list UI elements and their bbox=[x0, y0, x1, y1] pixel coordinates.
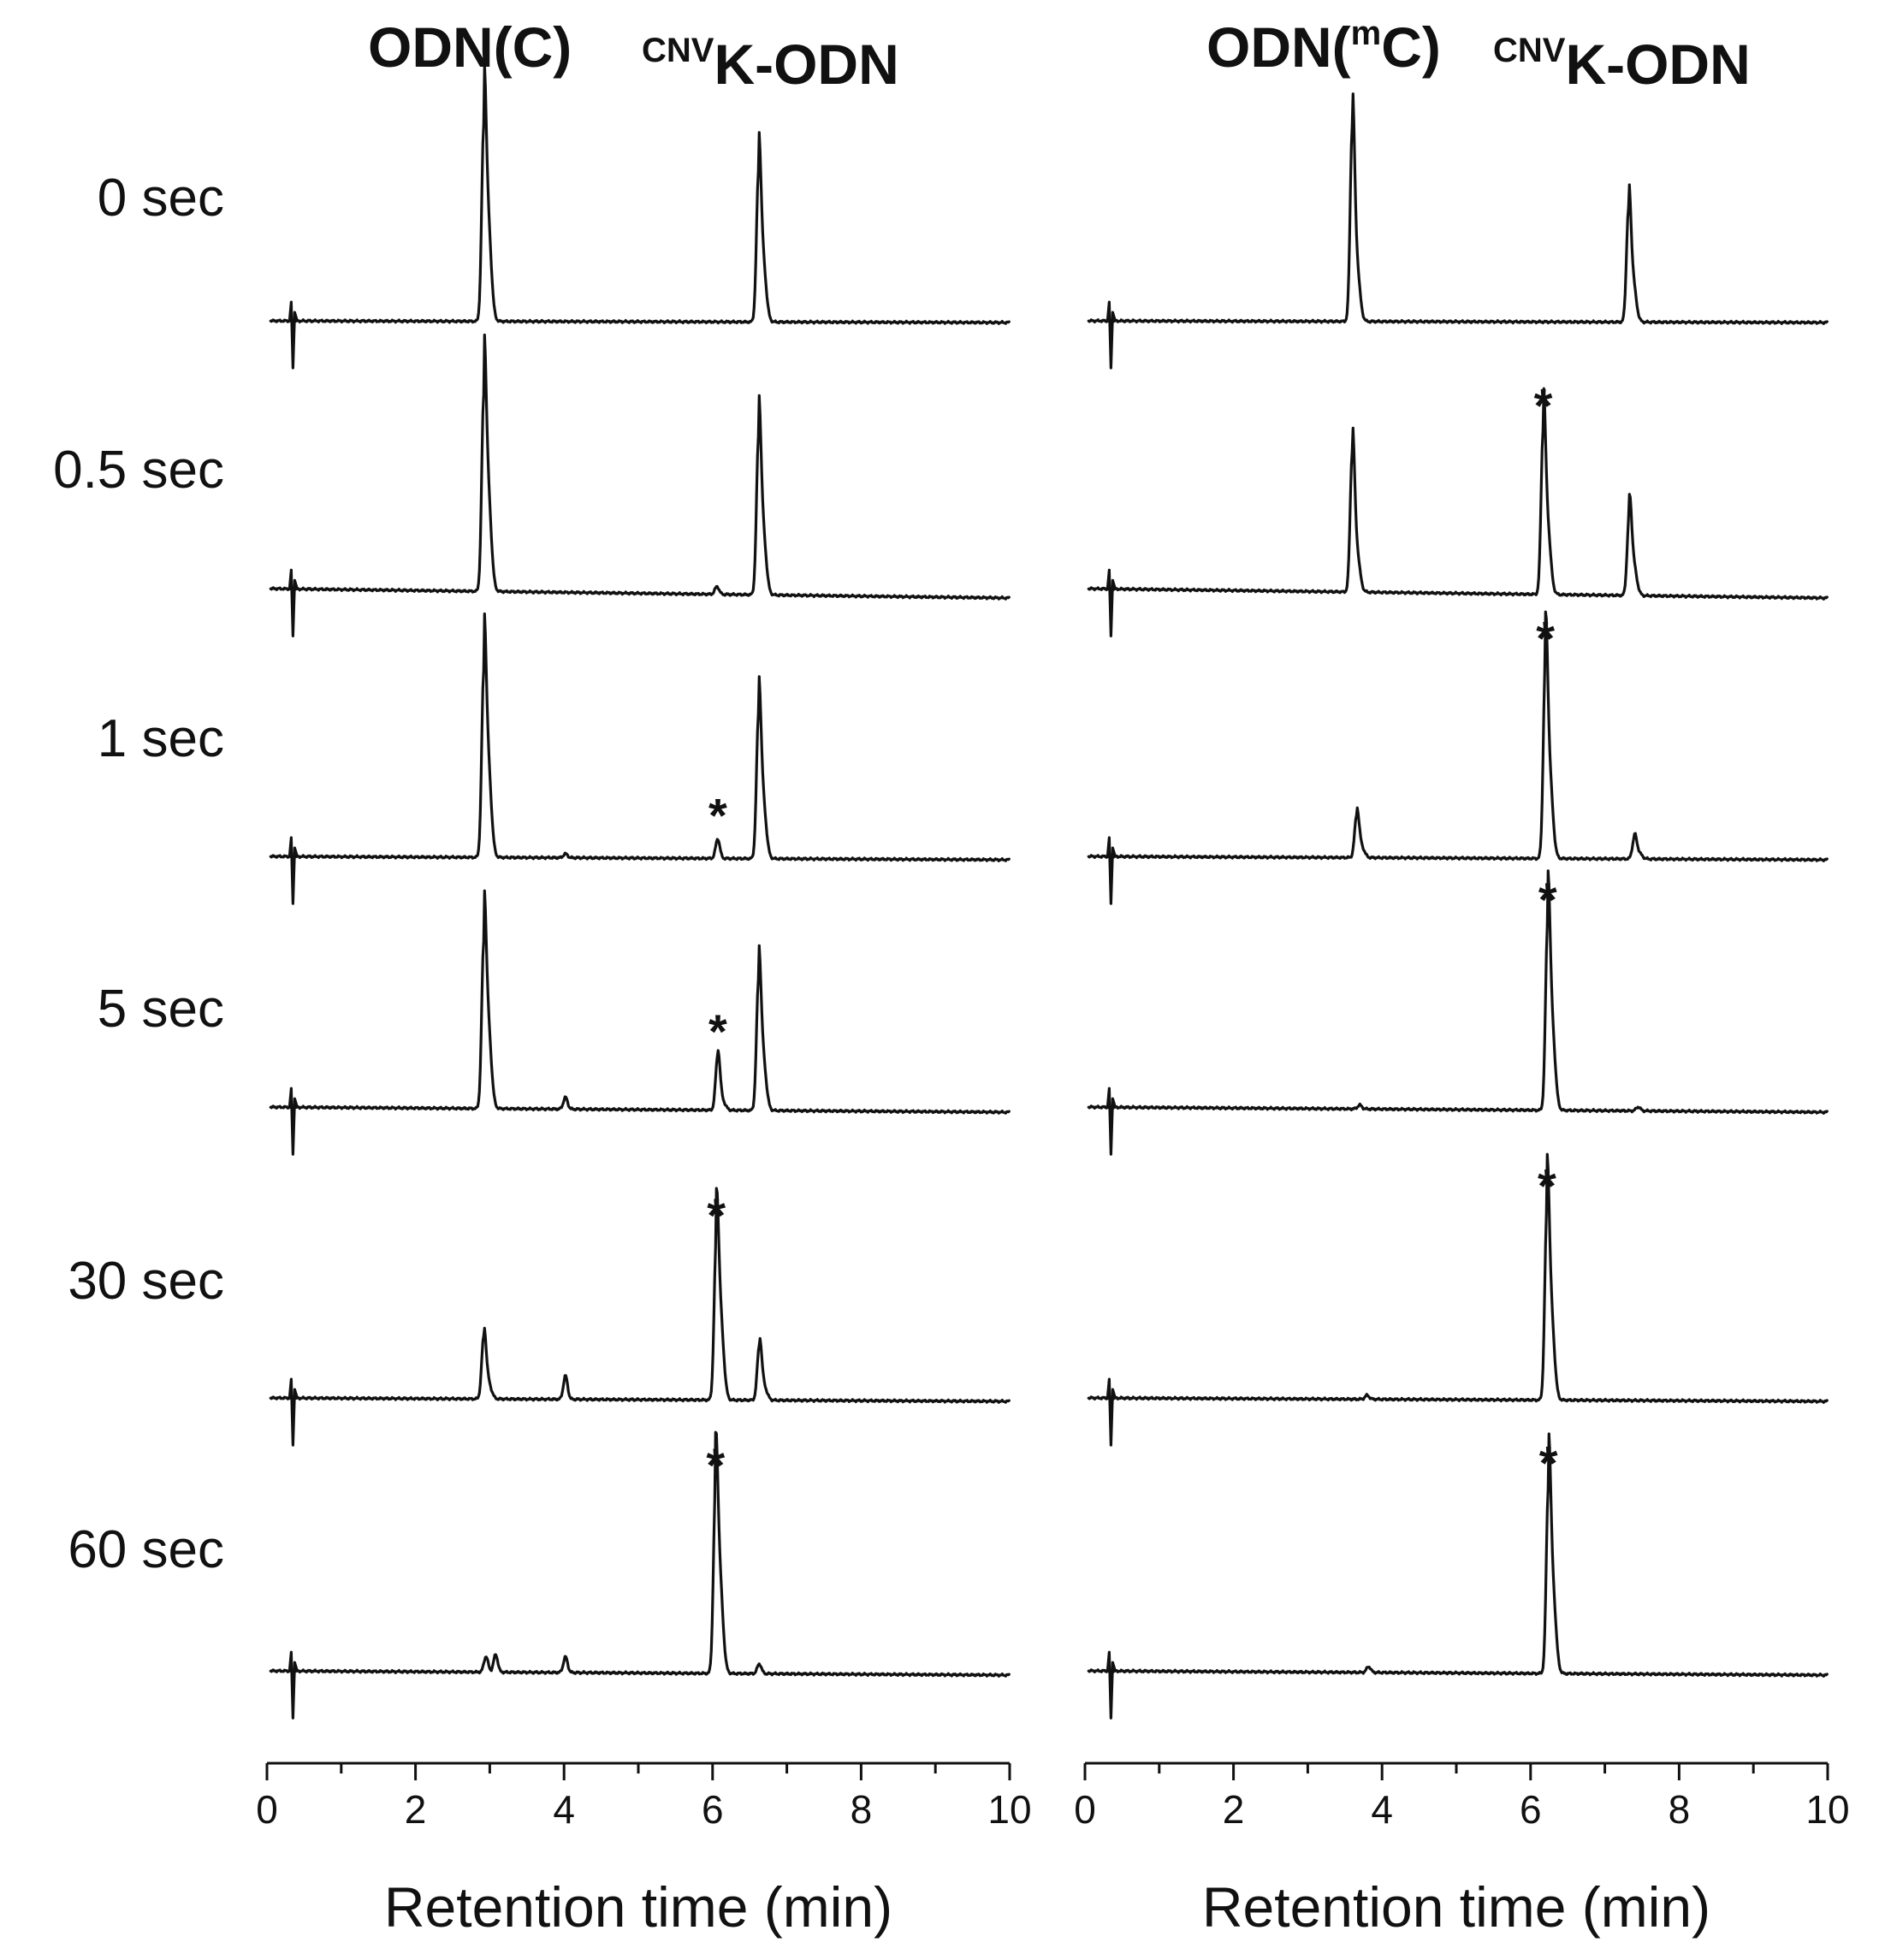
x-tick-label: 6 bbox=[1520, 1787, 1542, 1832]
product-peak-asterisk: * bbox=[708, 788, 727, 842]
chromatogram-trace bbox=[269, 333, 1011, 637]
row-labels: 0 sec 0.5 sec 1 sec 5 sec 30 sec 60 sec bbox=[53, 169, 224, 1579]
panel-header: ODN(mC) bbox=[1206, 15, 1441, 79]
chromatogram-trace bbox=[269, 1187, 1011, 1447]
chromatogram-trace bbox=[1087, 610, 1829, 905]
row-label-time: 0 sec bbox=[98, 169, 224, 228]
panel-right-traces: * * * * * bbox=[1087, 92, 1829, 1720]
product-peak-asterisk: * bbox=[1536, 611, 1555, 665]
panel-header: CNVK-ODN bbox=[642, 32, 899, 96]
chromatogram-trace bbox=[1087, 869, 1829, 1156]
product-peak-asterisk: * bbox=[706, 1438, 725, 1492]
x-tick-label: 8 bbox=[851, 1787, 873, 1832]
x-tick-label: 2 bbox=[1223, 1787, 1245, 1832]
chromatogram-trace bbox=[269, 63, 1011, 370]
chromatogram-trace bbox=[1087, 387, 1829, 637]
x-axis-label: Retention time (min) bbox=[384, 1875, 892, 1939]
panel-left: ODN(C) CNVK-ODN * * * * 0 2 4 6 8 10 Retention tim… bbox=[256, 15, 1031, 1939]
product-peak-asterisk: * bbox=[1539, 1436, 1558, 1490]
panel-header: CNVK-ODN bbox=[1493, 32, 1751, 96]
row-label-time: 1 sec bbox=[98, 709, 224, 768]
x-tick-label: 10 bbox=[1805, 1787, 1849, 1832]
row-label-time: 0.5 sec bbox=[53, 441, 224, 500]
panel-right-x-axis: 0 2 4 6 8 10 Retention time (min) bbox=[1074, 1762, 1850, 1939]
product-peak-asterisk: * bbox=[708, 1004, 727, 1058]
panel-left-traces: * * * * bbox=[269, 63, 1011, 1720]
product-peak-asterisk: * bbox=[707, 1188, 726, 1242]
panel-right: ODN(mC) CNVK-ODN * * * * * 0 2 4 6 8 10 Retention t… bbox=[1074, 15, 1849, 1939]
product-peak-asterisk: * bbox=[1538, 873, 1557, 927]
chromatogram-trace bbox=[269, 1430, 1011, 1720]
panel-header: ODN(C) bbox=[368, 15, 572, 79]
panel-left-headers: ODN(C) CNVK-ODN bbox=[368, 15, 899, 96]
x-tick-label: 4 bbox=[553, 1787, 575, 1832]
chromatogram-trace bbox=[269, 889, 1011, 1156]
chromatogram-trace bbox=[1087, 1152, 1829, 1447]
panel-left-x-axis: 0 2 4 6 8 10 Retention time (min) bbox=[256, 1762, 1032, 1939]
x-tick-label: 0 bbox=[256, 1787, 278, 1832]
x-axis-label: Retention time (min) bbox=[1202, 1875, 1710, 1939]
panel-right-headers: ODN(mC) CNVK-ODN bbox=[1206, 15, 1751, 96]
product-peak-asterisk: * bbox=[1538, 1158, 1556, 1212]
row-label-time: 30 sec bbox=[68, 1252, 224, 1311]
x-tick-label: 2 bbox=[405, 1787, 427, 1832]
product-peak-asterisk: * bbox=[1534, 379, 1553, 433]
chromatogram-trace bbox=[1087, 1432, 1829, 1720]
row-label-time: 5 sec bbox=[98, 980, 224, 1039]
x-tick-label: 10 bbox=[987, 1787, 1031, 1832]
x-tick-label: 6 bbox=[702, 1787, 724, 1832]
x-tick-label: 0 bbox=[1074, 1787, 1096, 1832]
x-tick-label: 4 bbox=[1371, 1787, 1393, 1832]
x-tick-label: 8 bbox=[1669, 1787, 1691, 1832]
chromatogram-trace bbox=[269, 612, 1011, 905]
chromatogram-trace bbox=[1087, 92, 1829, 370]
row-label-time: 60 sec bbox=[68, 1520, 224, 1579]
